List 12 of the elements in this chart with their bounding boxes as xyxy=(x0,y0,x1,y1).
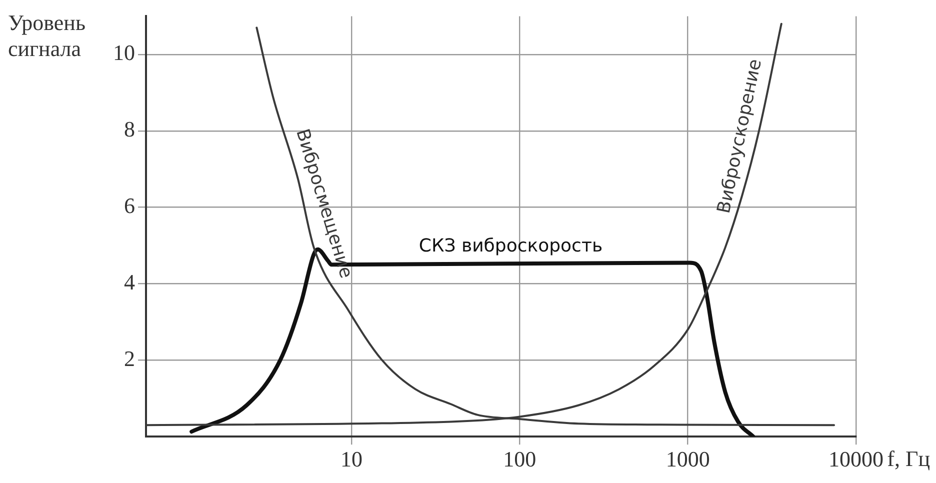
y-tick-label: 4 xyxy=(124,270,135,295)
x-axis-title: f, Гц xyxy=(887,446,930,472)
y-tick-label: 10 xyxy=(113,40,135,66)
y-tick-label: 6 xyxy=(124,193,135,218)
x-tick-label: 100 xyxy=(503,446,536,472)
x-tick-label: 10000 xyxy=(828,446,884,472)
y-axis-title: Уровень сигнала xyxy=(8,10,86,61)
y-tick-label: 2 xyxy=(124,346,135,371)
x-tick-label: 1000 xyxy=(666,446,710,472)
series-label: СКЗ виброскорость xyxy=(418,235,603,256)
x-tick-label: 10 xyxy=(340,446,362,472)
y-tick-label: 8 xyxy=(124,116,135,142)
